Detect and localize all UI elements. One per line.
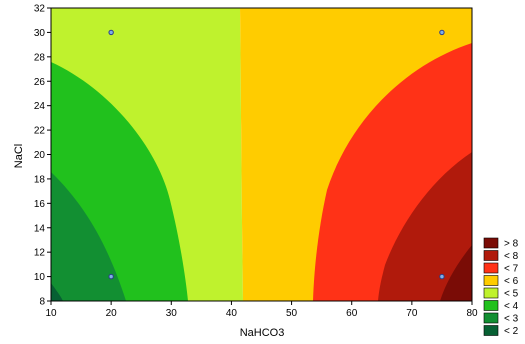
contour-band-7 [378, 152, 472, 301]
x-tick-label: 70 [406, 308, 418, 319]
plot-area [51, 8, 472, 301]
x-axis: 10 20 30 40 50 60 70 80 [45, 301, 478, 319]
y-tick-label: 32 [34, 4, 46, 15]
legend-swatch [483, 250, 499, 261]
y-tick-label: 28 [34, 52, 46, 63]
legend: > 8< 8 < 7< 6 < 5< 4 < 3< 2 [483, 237, 519, 337]
y-tick-label: 24 [34, 101, 46, 112]
design-point-4 [439, 273, 445, 280]
contour-band-8 [440, 245, 472, 301]
legend-label: < 3 [504, 314, 519, 325]
y-axis: 8 10 12 14 16 18 20 22 24 26 28 30 32 [34, 4, 51, 308]
legend-swatch [483, 300, 499, 311]
x-tick-label: 20 [106, 308, 118, 319]
legend-swatch [483, 275, 499, 286]
y-axis-title: NaCl [13, 144, 25, 168]
x-tick-label: 40 [226, 308, 238, 319]
legend-label: < 5 [504, 289, 519, 300]
design-points [108, 29, 445, 280]
y-tick-label: 16 [34, 199, 46, 210]
legend-label: < 2 [504, 326, 519, 337]
legend-label: < 6 [504, 276, 519, 287]
y-tick-label: 22 [34, 126, 46, 137]
legend-swatch [483, 325, 499, 336]
y-tick-label: 10 [34, 272, 46, 283]
contour-band-4 [51, 283, 63, 301]
legend-swatch [483, 312, 499, 324]
x-tick-label: 50 [286, 308, 298, 319]
legend-label: < 7 [504, 264, 519, 275]
legend-label: > 8 [504, 239, 519, 250]
x-tick-label: 80 [466, 308, 478, 319]
y-tick-label: 18 [34, 174, 46, 185]
contour-band-3 [51, 172, 126, 301]
y-tick-label: 20 [34, 150, 46, 161]
design-point-1 [108, 29, 114, 36]
x-tick-label: 30 [166, 308, 178, 319]
y-tick-label: 26 [34, 77, 46, 88]
design-point-3 [108, 273, 114, 280]
design-point-2 [439, 29, 445, 36]
y-tick-label: 12 [34, 248, 46, 259]
legend-swatch [483, 287, 499, 299]
legend-label: < 8 [504, 251, 519, 262]
legend-swatch [483, 237, 499, 249]
y-tick-label: 14 [34, 223, 46, 234]
legend-swatch [483, 262, 499, 274]
x-tick-label: 60 [346, 308, 358, 319]
legend-label: < 4 [504, 301, 519, 312]
y-tick-label: 30 [34, 28, 46, 39]
y-tick-label: 8 [39, 297, 45, 308]
x-tick-label: 10 [45, 308, 57, 319]
x-axis-title: NaHCO3 [240, 327, 285, 339]
